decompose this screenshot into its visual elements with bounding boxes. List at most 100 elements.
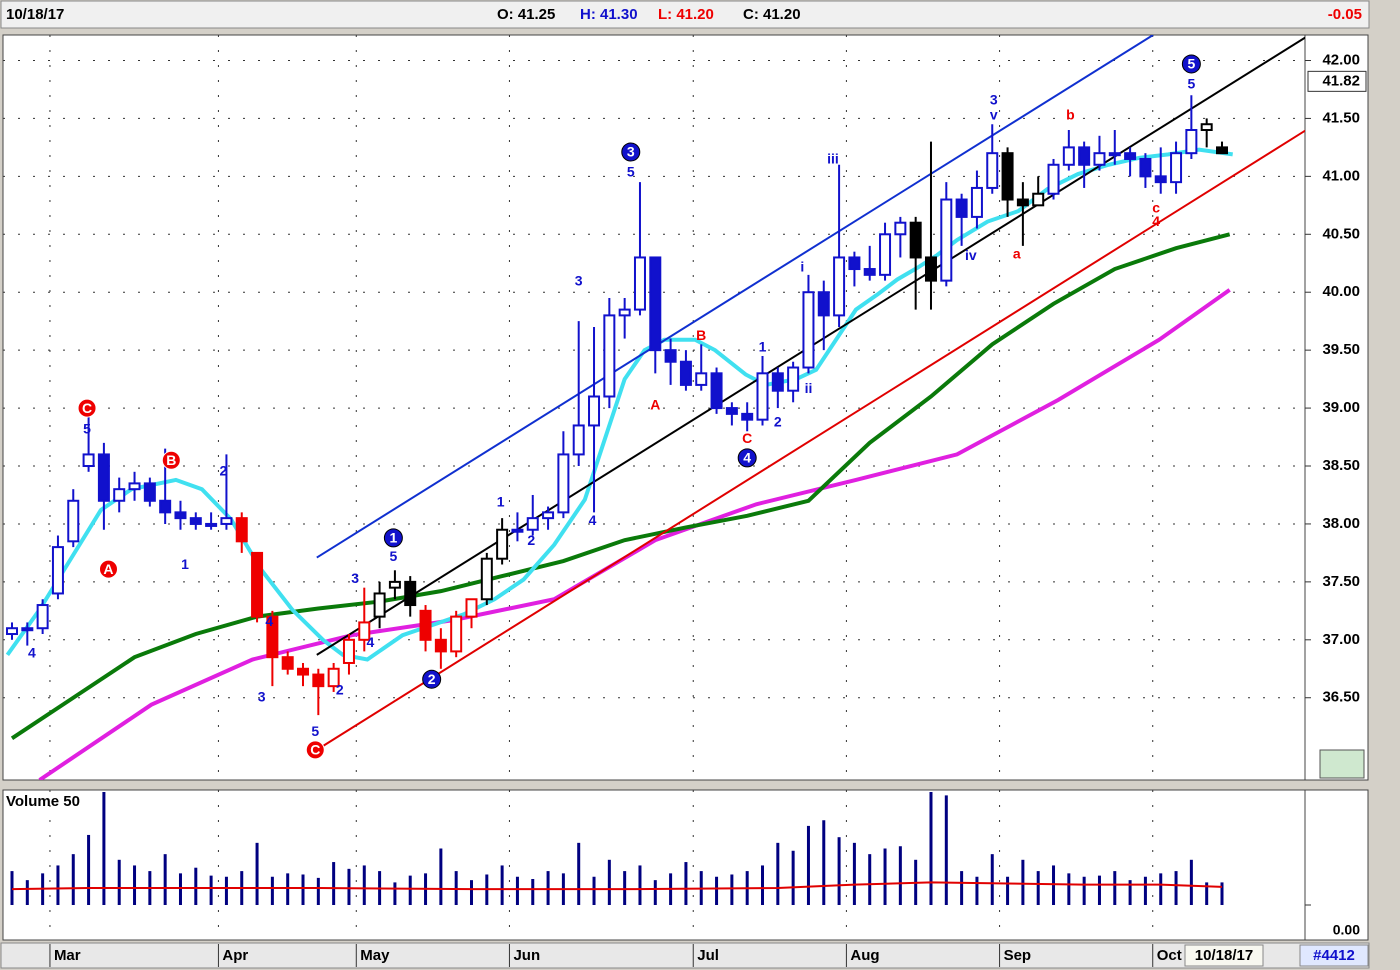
volume-bar [1205,882,1209,905]
y-tick-label: 36.50 [1322,689,1360,706]
wave-circle [77,398,97,418]
candle-body [1016,198,1029,207]
volume-axis-panel [1304,789,1369,941]
volume-bar [883,848,887,905]
header-close: C: 41.20 [743,6,801,23]
candle-body [312,673,325,688]
candle-body [970,186,983,218]
y-tick-label: 39.00 [1322,399,1360,416]
toolbar-icon[interactable] [1319,749,1365,779]
candle-body [342,638,355,664]
wave-label: 5 [83,421,91,437]
candle-body [511,528,524,533]
wave-label: a [1013,246,1021,262]
volume-title: Volume 50 [6,793,80,810]
candle-body [833,256,846,317]
wave-label: 2 [219,462,227,478]
volume-bar [500,865,504,905]
footer-code-box [1299,944,1369,967]
candle-body [741,412,754,421]
trend-line [316,35,1154,559]
volume-bar [454,871,458,905]
last-price: 41.82 [1322,72,1360,89]
candle-body [128,482,141,491]
candle-body [82,453,95,468]
volume-bar [439,848,443,905]
candle-body [496,528,509,560]
wave-label: A [650,396,660,412]
wave-label: 4 [589,512,597,528]
wave-label: 2 [428,671,436,687]
volume-bar [1113,871,1117,905]
volume-bar [806,825,810,905]
volume-bar [653,880,657,905]
candle-body [909,221,922,259]
header-low: L: 41.20 [658,6,714,23]
wave-label: iii [827,151,839,167]
header-date: 10/18/17 [6,6,64,23]
candle-body [695,372,708,386]
volume-bar [270,876,274,905]
volume-bar [393,882,397,905]
candle-body [465,598,478,618]
candle-body [1216,146,1228,155]
candle-body [358,621,371,641]
wave-label: 3 [351,570,359,586]
candle-body [1170,152,1183,184]
candle-body [664,349,677,363]
x-tick-label: Aug [850,947,879,964]
volume-bar [178,873,182,905]
y-tick-label: 0.00 [1333,922,1360,938]
candle-body [143,482,156,502]
volume-bar [1082,876,1086,905]
y-tick-label: 40.50 [1322,225,1360,242]
candle-body [266,615,279,659]
candle-body [1062,146,1075,166]
candle-body [756,372,769,421]
candle-body [1047,163,1060,195]
volume-bar [10,871,14,905]
candle-body [802,291,815,369]
wave-label: 5 [627,163,635,179]
candle-body [879,233,892,276]
moving-average [38,288,1231,780]
volume-bar [776,842,780,905]
wave-label: 3 [627,144,635,160]
wave-circle [621,142,641,162]
volume-bar [868,854,872,905]
volume-bar [194,867,198,905]
volume-bar [761,865,765,905]
candle-body [205,522,218,527]
candle-body [986,152,999,189]
x-tick-label: Oct [1157,947,1182,964]
wave-label: 4 [1152,213,1160,229]
volume-bar [133,865,137,905]
wave-label: 1 [181,556,189,572]
candle-body [618,308,631,317]
candle-body [1200,123,1213,132]
candle-body [189,517,202,525]
candle-body [251,551,264,618]
volume-bar [852,842,856,905]
volume-bar [515,876,519,905]
wave-circle [383,528,403,548]
candle-body [649,256,662,352]
wave-label: 1 [759,338,767,354]
volume-bar [87,834,91,905]
y-tick-label: 37.00 [1322,631,1360,648]
candle-body [404,580,417,607]
candle-body [1093,152,1106,166]
candle-body [588,395,601,427]
candle-body [51,546,64,595]
volume-bar [837,837,841,905]
volume-bar [1220,882,1224,905]
wave-label: 5 [389,548,397,564]
volume-bar [684,862,688,905]
candle-body [710,372,723,410]
candle-body [450,615,463,653]
wave-label: i [800,258,804,274]
wave-label: c [1152,199,1160,215]
footer-bar [0,942,1370,969]
candle-body [174,511,187,520]
header-high: H: 41.30 [580,6,638,23]
